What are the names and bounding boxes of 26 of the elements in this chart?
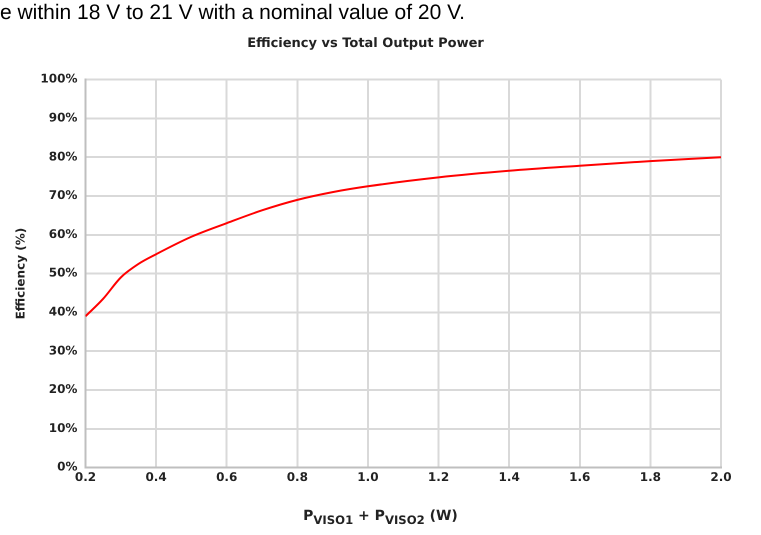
text: e within 18 V to 21 V with a nominal value of 20 V. <box>0 0 466 26</box>
y-tick-label: 10% <box>48 420 78 435</box>
x-tick-label: 0.6 <box>216 470 238 484</box>
x-axis-title: P$_{VISO1}$ + P$_{VISO2}$ (W) <box>302 508 459 527</box>
y-tick-label: 50% <box>48 266 78 280</box>
y-tick-label: 40% <box>48 304 78 319</box>
x-tick-label: 0.2 <box>74 470 96 484</box>
x-tick-label: 1.6 <box>569 470 590 484</box>
x-tick-label: 1.4 <box>498 470 520 484</box>
y-tick-label: 20% <box>48 382 78 396</box>
y-tick-label: 100% <box>40 72 78 86</box>
y-tick-label: 60% <box>48 226 78 241</box>
x-tick-label: 0.4 <box>145 470 167 484</box>
y-axis-title: Efficiency (%) <box>13 228 28 320</box>
x-tick-label: 1.2 <box>428 470 450 484</box>
y-tick-label: 80% <box>48 149 78 164</box>
y-tick-label: 30% <box>48 343 78 358</box>
x-tick-label: 1.8 <box>640 470 662 484</box>
y-tick-label: 0% <box>57 460 78 474</box>
x-tick-label: 2.0 <box>710 470 732 484</box>
x-tick-label: 1.0 <box>357 470 379 484</box>
chart-title: Efficiency vs Total Output Power <box>247 36 484 52</box>
y-tick-label: 90% <box>48 110 78 125</box>
line-series <box>85 156 721 318</box>
x-tick-label: 0.8 <box>286 470 308 484</box>
y-tick-label: 70% <box>48 188 78 202</box>
